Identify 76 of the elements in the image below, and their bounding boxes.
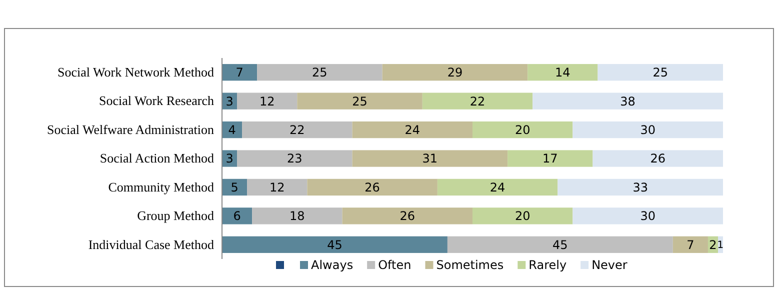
bar: [222, 236, 448, 253]
bar: [572, 121, 723, 138]
legend-label: Often: [378, 258, 412, 272]
bar: [447, 236, 673, 253]
data-label: 4: [228, 122, 236, 137]
bar: [252, 208, 342, 224]
bar: [237, 92, 298, 110]
data-label: 29: [447, 66, 463, 80]
data-label: 25: [652, 66, 668, 80]
data-label: 7: [236, 66, 244, 80]
data-label: 22: [470, 94, 486, 108]
data-label: 20: [514, 122, 530, 137]
data-label: 7: [686, 238, 694, 252]
data-label: 45: [327, 238, 342, 252]
y-tick-label: Social Welfware Administration: [47, 122, 214, 137]
bar: [382, 64, 528, 81]
bar: [342, 208, 472, 224]
data-label: 45: [552, 238, 568, 252]
bar: [472, 208, 573, 224]
data-label: 3: [226, 152, 234, 166]
legend-label: Sometimes: [436, 258, 504, 272]
data-label: 20: [514, 209, 530, 224]
legend-label: Always: [311, 258, 354, 272]
bar: [242, 121, 352, 138]
data-label: 18: [290, 209, 305, 224]
y-tick-label: Community Method: [108, 179, 214, 194]
data-label: 17: [542, 152, 558, 166]
bar: [672, 236, 708, 253]
bar: [528, 64, 598, 81]
bar: [297, 92, 422, 110]
data-label: 12: [269, 180, 285, 194]
y-tick-label: Social Work Network Method: [58, 64, 214, 80]
data-label: 24: [404, 122, 420, 137]
bar: [592, 150, 723, 167]
data-label: 25: [312, 66, 328, 80]
data-label: 6: [233, 209, 241, 224]
bar: [222, 64, 258, 81]
data-label: 25: [352, 94, 368, 108]
bar: [472, 121, 573, 138]
data-label: 22: [290, 122, 305, 137]
data-label: 5: [230, 180, 238, 194]
bar: [257, 64, 382, 81]
data-label: 30: [640, 122, 656, 137]
data-label: 33: [632, 180, 648, 194]
bar: [598, 64, 723, 81]
y-tick-label: Individual Case Method: [88, 236, 214, 252]
data-label: 26: [650, 152, 666, 166]
bar: [352, 150, 508, 167]
bar: [247, 178, 308, 196]
bar: [558, 178, 723, 196]
data-label: 3: [226, 94, 234, 108]
bar: [237, 150, 352, 167]
bar: [572, 208, 723, 224]
data-label: 2: [709, 238, 717, 252]
y-tick-label: Social Action Method: [100, 150, 214, 166]
data-label: 12: [259, 94, 275, 108]
data-label: 23: [287, 152, 302, 166]
bar: [532, 92, 723, 110]
bar: [222, 208, 252, 224]
y-tick-label: Group Method: [137, 208, 214, 224]
data-label: 26: [364, 180, 380, 194]
bar: [508, 150, 593, 167]
bar: [422, 92, 533, 110]
bar: [352, 121, 472, 138]
y-tick-label: Social Work Research: [99, 93, 214, 108]
data-label: 26: [400, 209, 416, 224]
bar: [307, 178, 438, 196]
data-label: 14: [555, 66, 570, 80]
legend-label: Never: [592, 258, 628, 272]
data-label: 1: [717, 240, 724, 252]
data-label: 24: [490, 180, 506, 194]
data-label: 31: [422, 152, 438, 166]
legend-label: Rarely: [528, 258, 567, 272]
data-label: 30: [640, 209, 656, 224]
data-label: 38: [620, 94, 636, 108]
bar: [437, 178, 558, 196]
